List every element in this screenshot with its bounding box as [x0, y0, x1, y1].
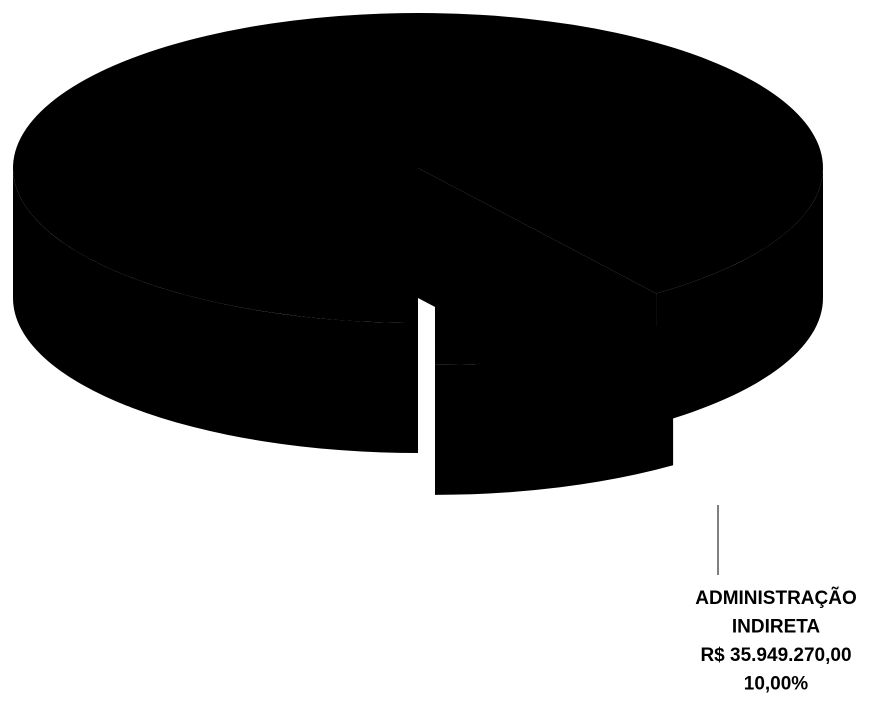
- pie-slices: [13, 12, 824, 495]
- pie-slice-side: [434, 335, 674, 495]
- pie-slice-top: [434, 209, 674, 365]
- pie-slice-top: [13, 12, 824, 323]
- data-label-line: 10,00%: [744, 674, 809, 695]
- pie-labels: ADMINISTRAÇÃO INDIRETA R$ 35.949.270,00 10,…: [695, 505, 857, 695]
- data-label-line: INDIRETA: [732, 617, 821, 638]
- pie-slice-administra-o-indireta: [434, 209, 674, 495]
- data-label: ADMINISTRAÇÃO INDIRETA R$ 35.949.270,00 10,…: [695, 587, 857, 695]
- data-label-line: ADMINISTRAÇÃO: [695, 587, 857, 609]
- pie-slice-side: [13, 168, 823, 453]
- data-label-line: R$ 35.949.270,00: [700, 645, 851, 666]
- pie-slice-main: [13, 12, 824, 453]
